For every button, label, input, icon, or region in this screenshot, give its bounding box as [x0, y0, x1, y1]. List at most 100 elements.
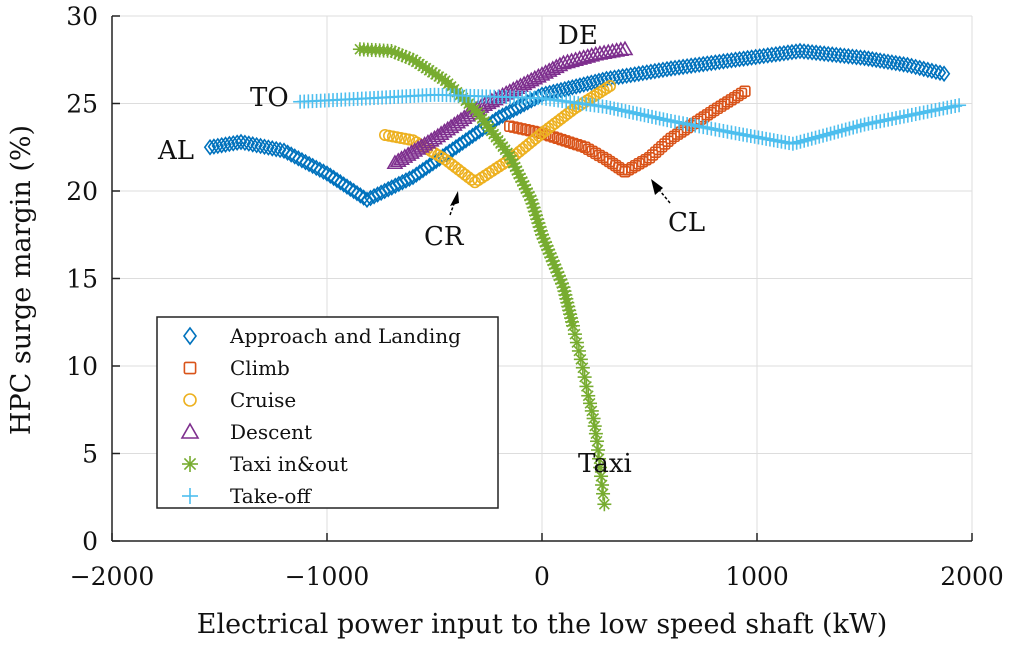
legend-entry: Climb [183, 356, 290, 380]
data-point [834, 47, 847, 64]
data-point [800, 132, 815, 147]
data-point [593, 460, 608, 475]
data-point [629, 160, 642, 172]
data-point [317, 163, 330, 180]
data-point [337, 176, 350, 193]
data-point [940, 100, 955, 115]
data-point [622, 164, 635, 176]
data-point [299, 153, 312, 171]
data-point [869, 115, 884, 130]
data-point [577, 370, 592, 385]
data-point [817, 45, 831, 62]
data-point [284, 146, 298, 163]
data-point [599, 100, 614, 114]
data-marks [203, 40, 967, 512]
legend-entry: Taxi in&out [182, 452, 348, 476]
data-point [582, 143, 595, 155]
data-point [912, 106, 927, 121]
data-point [596, 486, 611, 501]
data-point [881, 112, 896, 127]
data-point [905, 57, 918, 75]
data-point [597, 151, 609, 164]
y-tick-label: 30 [66, 2, 98, 31]
data-point [789, 135, 804, 150]
data-point [569, 335, 584, 350]
legend-marker-triangle [180, 422, 200, 439]
data-point [571, 139, 583, 151]
legend-entry: Descent [180, 420, 312, 444]
data-point [344, 180, 357, 198]
data-point [629, 106, 644, 121]
legend-label: Climb [230, 356, 290, 380]
data-point [877, 113, 892, 128]
y-tick-label: 15 [66, 265, 98, 294]
data-point [559, 135, 572, 147]
x-tick-label: −1000 [285, 562, 370, 591]
data-point [834, 123, 849, 138]
data-point [808, 130, 823, 145]
legend-entry: Cruise [183, 388, 296, 412]
data-point [812, 129, 827, 144]
data-point [869, 51, 883, 69]
annotation-to: TO [250, 83, 289, 113]
data-point [933, 64, 947, 82]
legend-marker-circle [183, 393, 197, 407]
data-point [873, 114, 888, 129]
legend-entry: Approach and Landing [183, 324, 461, 348]
data-point [238, 134, 252, 152]
annotation-al: AL [157, 136, 194, 166]
data-point [819, 127, 834, 142]
data-point [838, 47, 851, 65]
data-point [913, 59, 926, 77]
data-point [603, 155, 616, 168]
data-point [334, 173, 347, 191]
data-point [889, 111, 904, 126]
legend-marker-star [182, 456, 198, 472]
data-point [924, 103, 939, 118]
data-point [904, 107, 919, 122]
data-point [288, 148, 301, 165]
data-point [616, 40, 634, 56]
data-point [816, 128, 831, 143]
legend-label: Take-off [230, 484, 312, 508]
data-point [354, 187, 367, 204]
data-point [877, 52, 891, 70]
data-point [565, 318, 580, 333]
data-point [866, 50, 879, 68]
data-point [614, 103, 629, 118]
legend-marker-diamond [183, 326, 197, 346]
legend-label: Cruise [230, 388, 296, 412]
data-point [846, 120, 861, 135]
data-point [579, 379, 594, 394]
y-tick-label: 20 [66, 177, 98, 206]
data-point [266, 140, 279, 157]
data-point [826, 46, 839, 63]
data-point [591, 443, 606, 457]
data-point [641, 109, 656, 124]
data-point [801, 43, 815, 61]
data-point [310, 159, 323, 177]
data-point [928, 103, 943, 118]
data-point [548, 131, 560, 143]
annotation-taxi: Taxi [578, 449, 632, 479]
data-point [849, 119, 864, 134]
data-point [925, 62, 939, 80]
data-point [862, 50, 875, 67]
data-point [592, 451, 607, 466]
data-point [805, 43, 819, 61]
data-point [916, 105, 931, 120]
data-point [917, 60, 930, 78]
data-point [320, 165, 334, 182]
data-point [929, 63, 943, 81]
data-point [920, 104, 935, 119]
data-point [830, 46, 843, 64]
data-point [547, 58, 565, 74]
data-point [606, 157, 619, 170]
data-point [327, 169, 340, 187]
data-point [885, 111, 900, 126]
data-point [262, 139, 275, 156]
data-point [600, 153, 613, 166]
data-point [573, 352, 588, 367]
data-point [590, 147, 602, 160]
annotations: AL TO DE CR CL Taxi [157, 21, 705, 479]
